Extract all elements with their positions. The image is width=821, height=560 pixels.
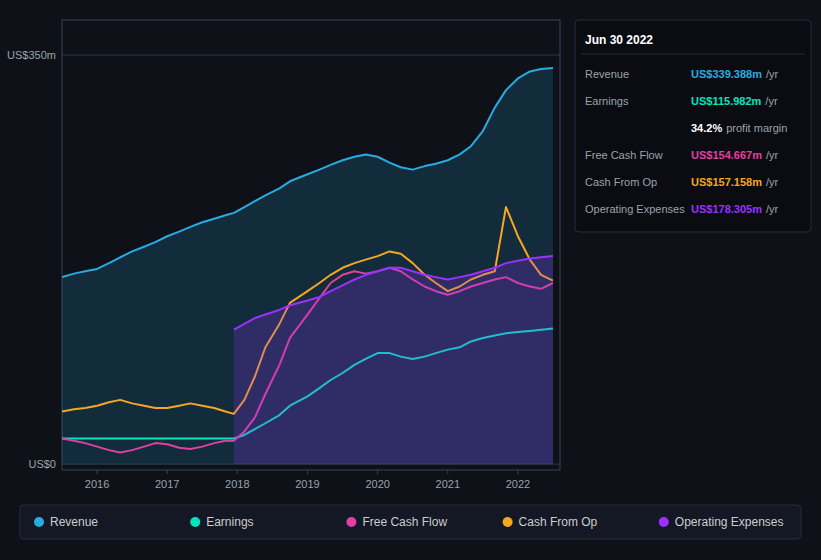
info-unit: /yr <box>766 68 779 80</box>
info-label: Free Cash Flow <box>585 149 663 161</box>
info-value: 34.2% <box>691 122 722 134</box>
legend-item: Operating Expenses <box>659 515 784 529</box>
chart: US$0 US$350m 2016 2017 2018 2019 2020 2021 2022 J… <box>0 0 821 560</box>
legend-label: Cash From Op <box>519 515 598 529</box>
legend-frame <box>20 505 801 539</box>
x-tick-label: 2021 <box>436 478 460 490</box>
info-label: Revenue <box>585 68 629 80</box>
grid-line <box>62 55 560 56</box>
plot-area <box>62 68 553 464</box>
legend-marker <box>34 517 44 527</box>
x-tick <box>517 470 518 474</box>
x-tick-label: 2018 <box>225 478 249 490</box>
info-label: Earnings <box>585 95 629 107</box>
x-tick <box>237 470 238 474</box>
legend-marker <box>659 517 669 527</box>
area-fill <box>234 256 553 464</box>
legend-label: Operating Expenses <box>675 515 784 529</box>
y-tick-label: US$350m <box>7 49 56 61</box>
legend-item: Cash From Op <box>503 515 598 529</box>
info-unit: profit margin <box>726 122 787 134</box>
legend-label: Free Cash Flow <box>362 515 447 529</box>
x-tick <box>447 470 448 474</box>
info-value: US$178.305m <box>691 203 762 215</box>
info-box-frame <box>575 20 811 232</box>
legend-item: Earnings <box>190 515 253 529</box>
area-fill <box>62 68 553 464</box>
info-unit: /yr <box>765 95 778 107</box>
legend-item: Free Cash Flow <box>346 515 447 529</box>
x-tick <box>377 470 378 474</box>
legend: Revenue Earnings Free Cash Flow Cash From O… <box>20 505 801 539</box>
info-value: US$115.982m <box>691 95 762 107</box>
x-tick-label: 2019 <box>295 478 319 490</box>
info-label: Operating Expenses <box>585 203 685 215</box>
y-tick-label: US$0 <box>28 458 56 470</box>
x-tick-label: 2016 <box>85 478 109 490</box>
info-separator <box>581 54 805 55</box>
x-tick <box>307 470 308 474</box>
legend-marker <box>346 517 356 527</box>
legend-marker <box>503 517 513 527</box>
info-label: Cash From Op <box>585 176 657 188</box>
x-tick <box>167 470 168 474</box>
series-line <box>62 68 553 277</box>
x-tick <box>97 470 98 474</box>
x-tick-label: 2022 <box>506 478 530 490</box>
x-tick-label: 2020 <box>365 478 389 490</box>
info-unit: /yr <box>766 149 779 161</box>
info-unit: /yr <box>766 176 779 188</box>
legend-label: Revenue <box>50 515 98 529</box>
legend-label: Earnings <box>206 515 253 529</box>
x-tick-label: 2017 <box>155 478 179 490</box>
info-value: US$154.667m <box>691 149 762 161</box>
info-value: US$157.158m <box>691 176 762 188</box>
series-line <box>234 256 553 330</box>
info-unit: /yr <box>766 203 779 215</box>
legend-marker <box>190 517 200 527</box>
plot-frame <box>62 20 560 470</box>
legend-item: Revenue <box>34 515 98 529</box>
info-box: Jun 30 2022 Revenue US$339.388m/yr Earnings… <box>575 20 811 232</box>
info-value: US$339.388m <box>691 68 762 80</box>
info-title: Jun 30 2022 <box>585 33 653 47</box>
